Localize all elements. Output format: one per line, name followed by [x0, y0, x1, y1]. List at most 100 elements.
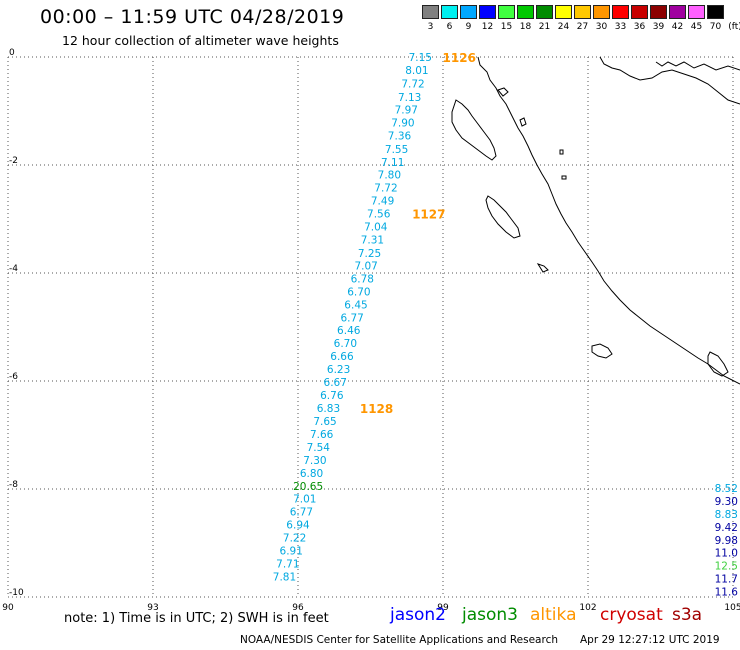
- simeulue-island: [451, 99, 497, 161]
- legend-swatch: [536, 5, 553, 19]
- altika-label: altika: [530, 605, 577, 625]
- pass-time-mark: 1126: [443, 51, 476, 65]
- legend-unit: (ft): [728, 22, 740, 32]
- wave-height-value: 7.31: [361, 235, 384, 247]
- legend-label: 3: [427, 22, 434, 32]
- wave-height-value: 7.01: [293, 494, 316, 506]
- wave-height-value: 7.97: [395, 104, 418, 116]
- coast-northeast: [655, 61, 740, 71]
- lon-tick-label: 105: [724, 603, 740, 613]
- legend-label: 6: [446, 22, 453, 32]
- wave-height-value: 6.77: [340, 312, 363, 324]
- islet-d: [561, 175, 567, 180]
- legend-label: 21: [538, 22, 551, 32]
- wave-height-value: 7.11: [381, 157, 404, 169]
- pass-time-mark: 1127: [412, 208, 445, 222]
- right-wave-height-value: 8.52: [715, 483, 738, 495]
- lat-tick-label: -6: [9, 372, 18, 382]
- islet-c: [559, 149, 564, 155]
- map-title: 00:00 – 11:59 UTC 04/28/2019: [40, 6, 345, 28]
- legend-swatch: [517, 5, 534, 19]
- jason2-label: jason2: [390, 605, 446, 625]
- wave-height-value: 6.77: [290, 507, 313, 519]
- wave-height-value: 6.76: [320, 390, 344, 402]
- lat-tick-label: 0: [9, 48, 15, 58]
- wave-height-value: 6.91: [280, 546, 303, 558]
- legend-swatch: [593, 5, 610, 19]
- legend-swatch: [631, 5, 648, 19]
- legend-label: 18: [519, 22, 532, 32]
- lat-tick-label: -8: [9, 480, 18, 490]
- wave-height-value: 20.65: [293, 481, 323, 493]
- legend-label: 27: [576, 22, 589, 32]
- lon-tick-label: 93: [147, 603, 158, 613]
- wave-height-value: 7.55: [385, 144, 408, 156]
- legend-swatch: [707, 5, 724, 19]
- sumatra-coastline: [451, 56, 740, 385]
- lon-tick-label: 90: [2, 603, 14, 613]
- lon-tick-label: 99: [437, 603, 449, 613]
- batu-island: [536, 263, 549, 273]
- wave-height-value: 6.78: [351, 273, 374, 285]
- right-wave-height-value: 11.6: [715, 587, 739, 599]
- siberut-island: [591, 343, 613, 359]
- right-wave-height-value: 9.42: [715, 522, 738, 534]
- right-wave-height-value: 11.7: [715, 574, 738, 586]
- legend-swatch: [479, 5, 496, 19]
- legend-swatch: [555, 5, 572, 19]
- right-wave-height-value: 9.98: [715, 535, 738, 547]
- map-subtitle: 12 hour collection of altimeter wave hei…: [62, 33, 339, 48]
- lat-tick-label: -2: [9, 156, 18, 166]
- wave-height-value: 7.13: [398, 92, 421, 104]
- wave-height-value: 7.36: [388, 130, 412, 142]
- wave-height-value: 7.22: [283, 533, 306, 545]
- wave-height-value: 6.70: [347, 286, 370, 298]
- legend-label: 36: [633, 22, 646, 32]
- legend-label: 15: [500, 22, 513, 32]
- lon-tick-label: 96: [292, 603, 304, 613]
- legend-label: 12: [481, 22, 494, 32]
- pass-time-mark: 1128: [360, 402, 393, 416]
- legend-label: 45: [690, 22, 703, 32]
- lon-tick-label: 102: [579, 603, 596, 613]
- legend-swatch: [574, 5, 591, 19]
- wave-height-value: 7.30: [303, 455, 326, 467]
- jason2-track: 7.158.017.727.137.977.907.367.557.117.80…: [273, 52, 432, 583]
- wave-height-value: 7.25: [358, 248, 381, 260]
- wave-height-value: 6.23: [327, 364, 350, 376]
- legend-label: 39: [652, 22, 665, 32]
- lat-tick-label: -10: [9, 588, 24, 598]
- wave-height-value: 7.56: [367, 209, 391, 221]
- wave-height-value: 8.01: [405, 65, 428, 77]
- legend-swatch: [441, 5, 458, 19]
- legend-swatch: [460, 5, 477, 19]
- wave-height-value: 6.70: [334, 338, 357, 350]
- nias-island: [485, 195, 521, 239]
- jason3-label: jason3: [462, 605, 518, 625]
- lat-lon-grid: 0 -2 -4 -6 -8 -10 90 93 96 99 102 105: [2, 48, 740, 613]
- generated-timestamp: Apr 29 12:27:12 UTC 2019: [580, 634, 720, 646]
- legend-label: 24: [557, 22, 570, 32]
- right-wave-height-value: 11.0: [715, 548, 738, 560]
- legend-label: 33: [614, 22, 627, 32]
- time-marks: 1126 1127 1128: [360, 51, 476, 416]
- wave-height-value: 6.83: [317, 403, 340, 415]
- wave-height-value: 7.54: [307, 442, 331, 454]
- legend-label: 70: [709, 22, 722, 32]
- credit-line: NOAA/NESDIS Center for Satellite Applica…: [240, 634, 558, 646]
- wave-height-value: 7.81: [273, 571, 296, 583]
- wave-height-value: 7.71: [276, 559, 299, 571]
- wave-height-value: 7.49: [371, 196, 394, 208]
- coast-mainland: [477, 56, 740, 385]
- wave-height-value: 7.80: [378, 170, 401, 182]
- wave-height-value: 6.94: [286, 520, 310, 532]
- right-wave-height-value: 9.30: [715, 496, 738, 508]
- wave-height-value: 7.04: [364, 222, 388, 234]
- s3a-label: s3a: [672, 605, 703, 625]
- islet-b: [519, 117, 527, 127]
- wave-height-value: 7.66: [310, 429, 334, 441]
- legend-swatch: [688, 5, 705, 19]
- right-wave-height-value: 8.83: [715, 509, 738, 521]
